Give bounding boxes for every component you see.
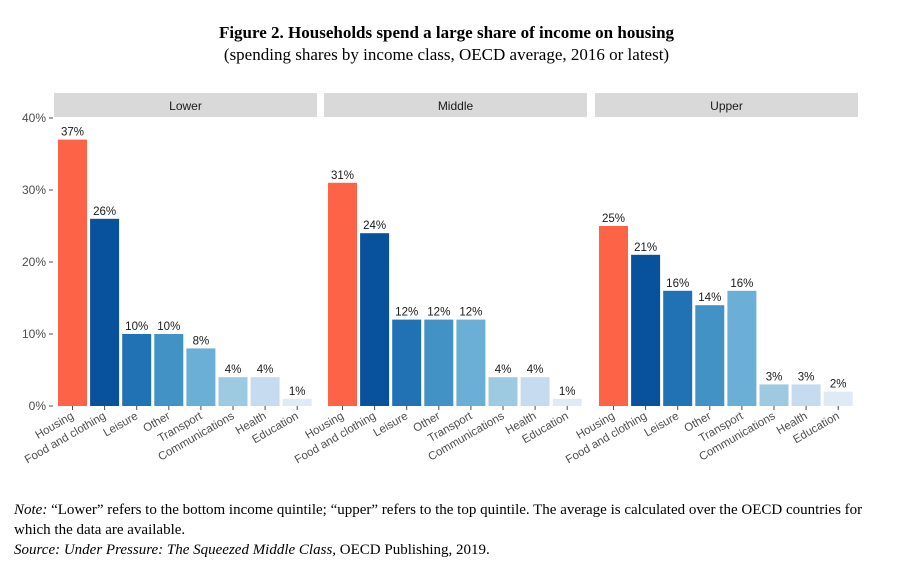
source-paragraph: Source: Under Pressure: The Squeezed Mid… (14, 540, 899, 560)
bar (218, 377, 248, 406)
bar (727, 290, 757, 406)
source-label: Source: (14, 542, 61, 558)
bar (488, 377, 518, 406)
bar (122, 334, 152, 406)
figure-subtitle: (spending shares by income class, OECD a… (223, 45, 670, 64)
bar (424, 319, 454, 406)
bar (631, 254, 661, 406)
bar (759, 384, 789, 406)
y-tick-label: 0% (29, 399, 47, 413)
data-label: 8% (193, 335, 210, 347)
data-label: 12% (395, 307, 418, 319)
bar (599, 226, 628, 406)
bar (90, 218, 120, 406)
bar (154, 334, 184, 406)
bar (823, 391, 853, 406)
data-label: 4% (495, 364, 512, 376)
bar (520, 377, 550, 406)
data-label: 25% (602, 213, 625, 225)
data-label: 26% (93, 206, 116, 218)
bar (328, 182, 357, 406)
data-label: 31% (331, 170, 354, 182)
data-label: 4% (257, 364, 274, 376)
notes-block: Note: “Lower” refers to the bottom incom… (14, 500, 899, 560)
bar (58, 139, 87, 406)
data-label: 10% (125, 321, 148, 333)
x-tick-label: Leisure (643, 410, 682, 439)
data-label: 37% (61, 127, 84, 139)
facet-strip-label: Lower (169, 99, 202, 113)
y-tick-label: 30% (22, 183, 46, 197)
source-title: Under Pressure: The Squeezed Middle Clas… (60, 542, 337, 558)
x-tick-label: Leisure (102, 410, 141, 439)
bar (456, 319, 486, 406)
data-label: 14% (698, 292, 721, 304)
facet-strip (324, 93, 587, 117)
note-paragraph: Note: “Lower” refers to the bottom incom… (14, 500, 899, 540)
data-label: 12% (427, 307, 450, 319)
bar (791, 384, 821, 406)
data-label: 1% (289, 386, 306, 398)
bar (250, 377, 280, 406)
facet-strip-label: Upper (710, 99, 743, 113)
x-tick-label: Leisure (372, 410, 411, 439)
figure-title: Figure 2. Households spend a large share… (218, 23, 675, 42)
bar (186, 348, 216, 406)
bar (695, 305, 725, 406)
y-tick-label: 40% (22, 111, 46, 125)
bar (392, 319, 422, 406)
bar (282, 398, 312, 406)
y-tick-label: 20% (22, 255, 46, 269)
facet-strip (54, 93, 317, 117)
data-label: 3% (798, 371, 815, 383)
data-label: 4% (527, 364, 544, 376)
bar (552, 398, 582, 406)
data-label: 24% (363, 220, 386, 232)
data-label: 4% (225, 364, 242, 376)
data-label: 16% (730, 278, 753, 290)
data-label: 3% (766, 371, 783, 383)
note-label: Note: (14, 502, 48, 518)
bar (360, 233, 390, 406)
data-label: 2% (830, 379, 847, 391)
data-label: 10% (157, 321, 180, 333)
bar (663, 290, 693, 406)
figure-title-block: Figure 2. Households spend a large share… (0, 22, 893, 66)
facet-strip (595, 93, 858, 117)
note-text: “Lower” refers to the bottom income quin… (14, 502, 863, 538)
source-text: OECD Publishing, 2019. (336, 542, 490, 558)
data-label: 16% (666, 278, 689, 290)
data-label: 1% (559, 386, 576, 398)
data-label: 12% (459, 307, 482, 319)
facet-strip-label: Middle (438, 99, 474, 113)
y-tick-label: 10% (22, 327, 46, 341)
data-label: 21% (634, 242, 657, 254)
